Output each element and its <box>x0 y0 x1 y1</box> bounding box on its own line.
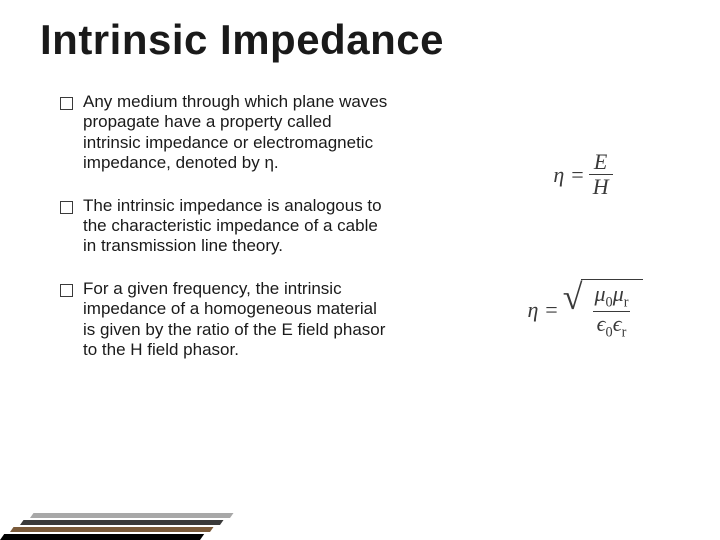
eq-lhs: η = <box>553 162 584 188</box>
corner-decoration-icon <box>0 492 260 540</box>
bullet-text: The intrinsic impedance is analogous to … <box>83 196 390 257</box>
list-item: For a given frequency, the intrinsic imp… <box>60 279 390 361</box>
equations: η = E H η = √ μ0μr ϵ0ϵr <box>490 150 680 342</box>
equation-eta-eh: η = E H <box>490 150 680 199</box>
sym: μ <box>595 281 606 306</box>
bullet-box-icon <box>60 284 73 297</box>
radicand: μ0μr ϵ0ϵr <box>581 279 643 341</box>
subscript: 0 <box>606 325 613 341</box>
list-item: Any medium through which plane waves pro… <box>60 92 390 174</box>
bullet-box-icon <box>60 201 73 214</box>
eq-lhs: η = <box>527 297 558 323</box>
slide: Intrinsic Impedance Any medium through w… <box>0 0 720 540</box>
eq-denominator: ϵ0ϵr <box>593 311 631 341</box>
fraction: μ0μr ϵ0ϵr <box>591 282 633 341</box>
square-root: √ μ0μr ϵ0ϵr <box>563 279 643 341</box>
subscript: 0 <box>606 295 613 311</box>
page-title: Intrinsic Impedance <box>40 18 444 62</box>
equation-eta-mu-eps: η = √ μ0μr ϵ0ϵr <box>490 279 680 341</box>
bullet-box-icon <box>60 97 73 110</box>
bullet-list: Any medium through which plane waves pro… <box>60 92 390 382</box>
eq-numerator: μ0μr <box>591 282 633 311</box>
bullet-text: Any medium through which plane waves pro… <box>83 92 390 174</box>
subscript: r <box>624 295 629 311</box>
fraction: E H <box>589 150 613 199</box>
list-item: The intrinsic impedance is analogous to … <box>60 196 390 257</box>
sym: ϵ <box>597 311 606 336</box>
eq-numerator: E <box>590 150 611 174</box>
subscript: r <box>622 325 627 341</box>
sym: μ <box>613 281 624 306</box>
bullet-text: For a given frequency, the intrinsic imp… <box>83 279 390 361</box>
sym: ϵ <box>613 311 622 336</box>
eq-denominator: H <box>589 174 613 199</box>
